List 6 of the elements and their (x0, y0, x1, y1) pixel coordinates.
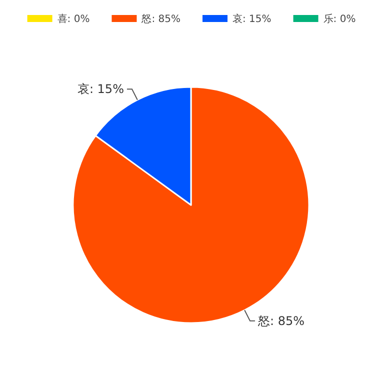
data-label: 哀: 15% (77, 82, 124, 96)
legend-label: 怒: 85% (140, 13, 180, 25)
legend-label: 乐: 0% (323, 13, 356, 25)
data-label: 怒: 85% (257, 314, 305, 328)
legend-label: 哀: 15% (232, 13, 272, 25)
legend-label: 喜: 0% (57, 13, 90, 25)
